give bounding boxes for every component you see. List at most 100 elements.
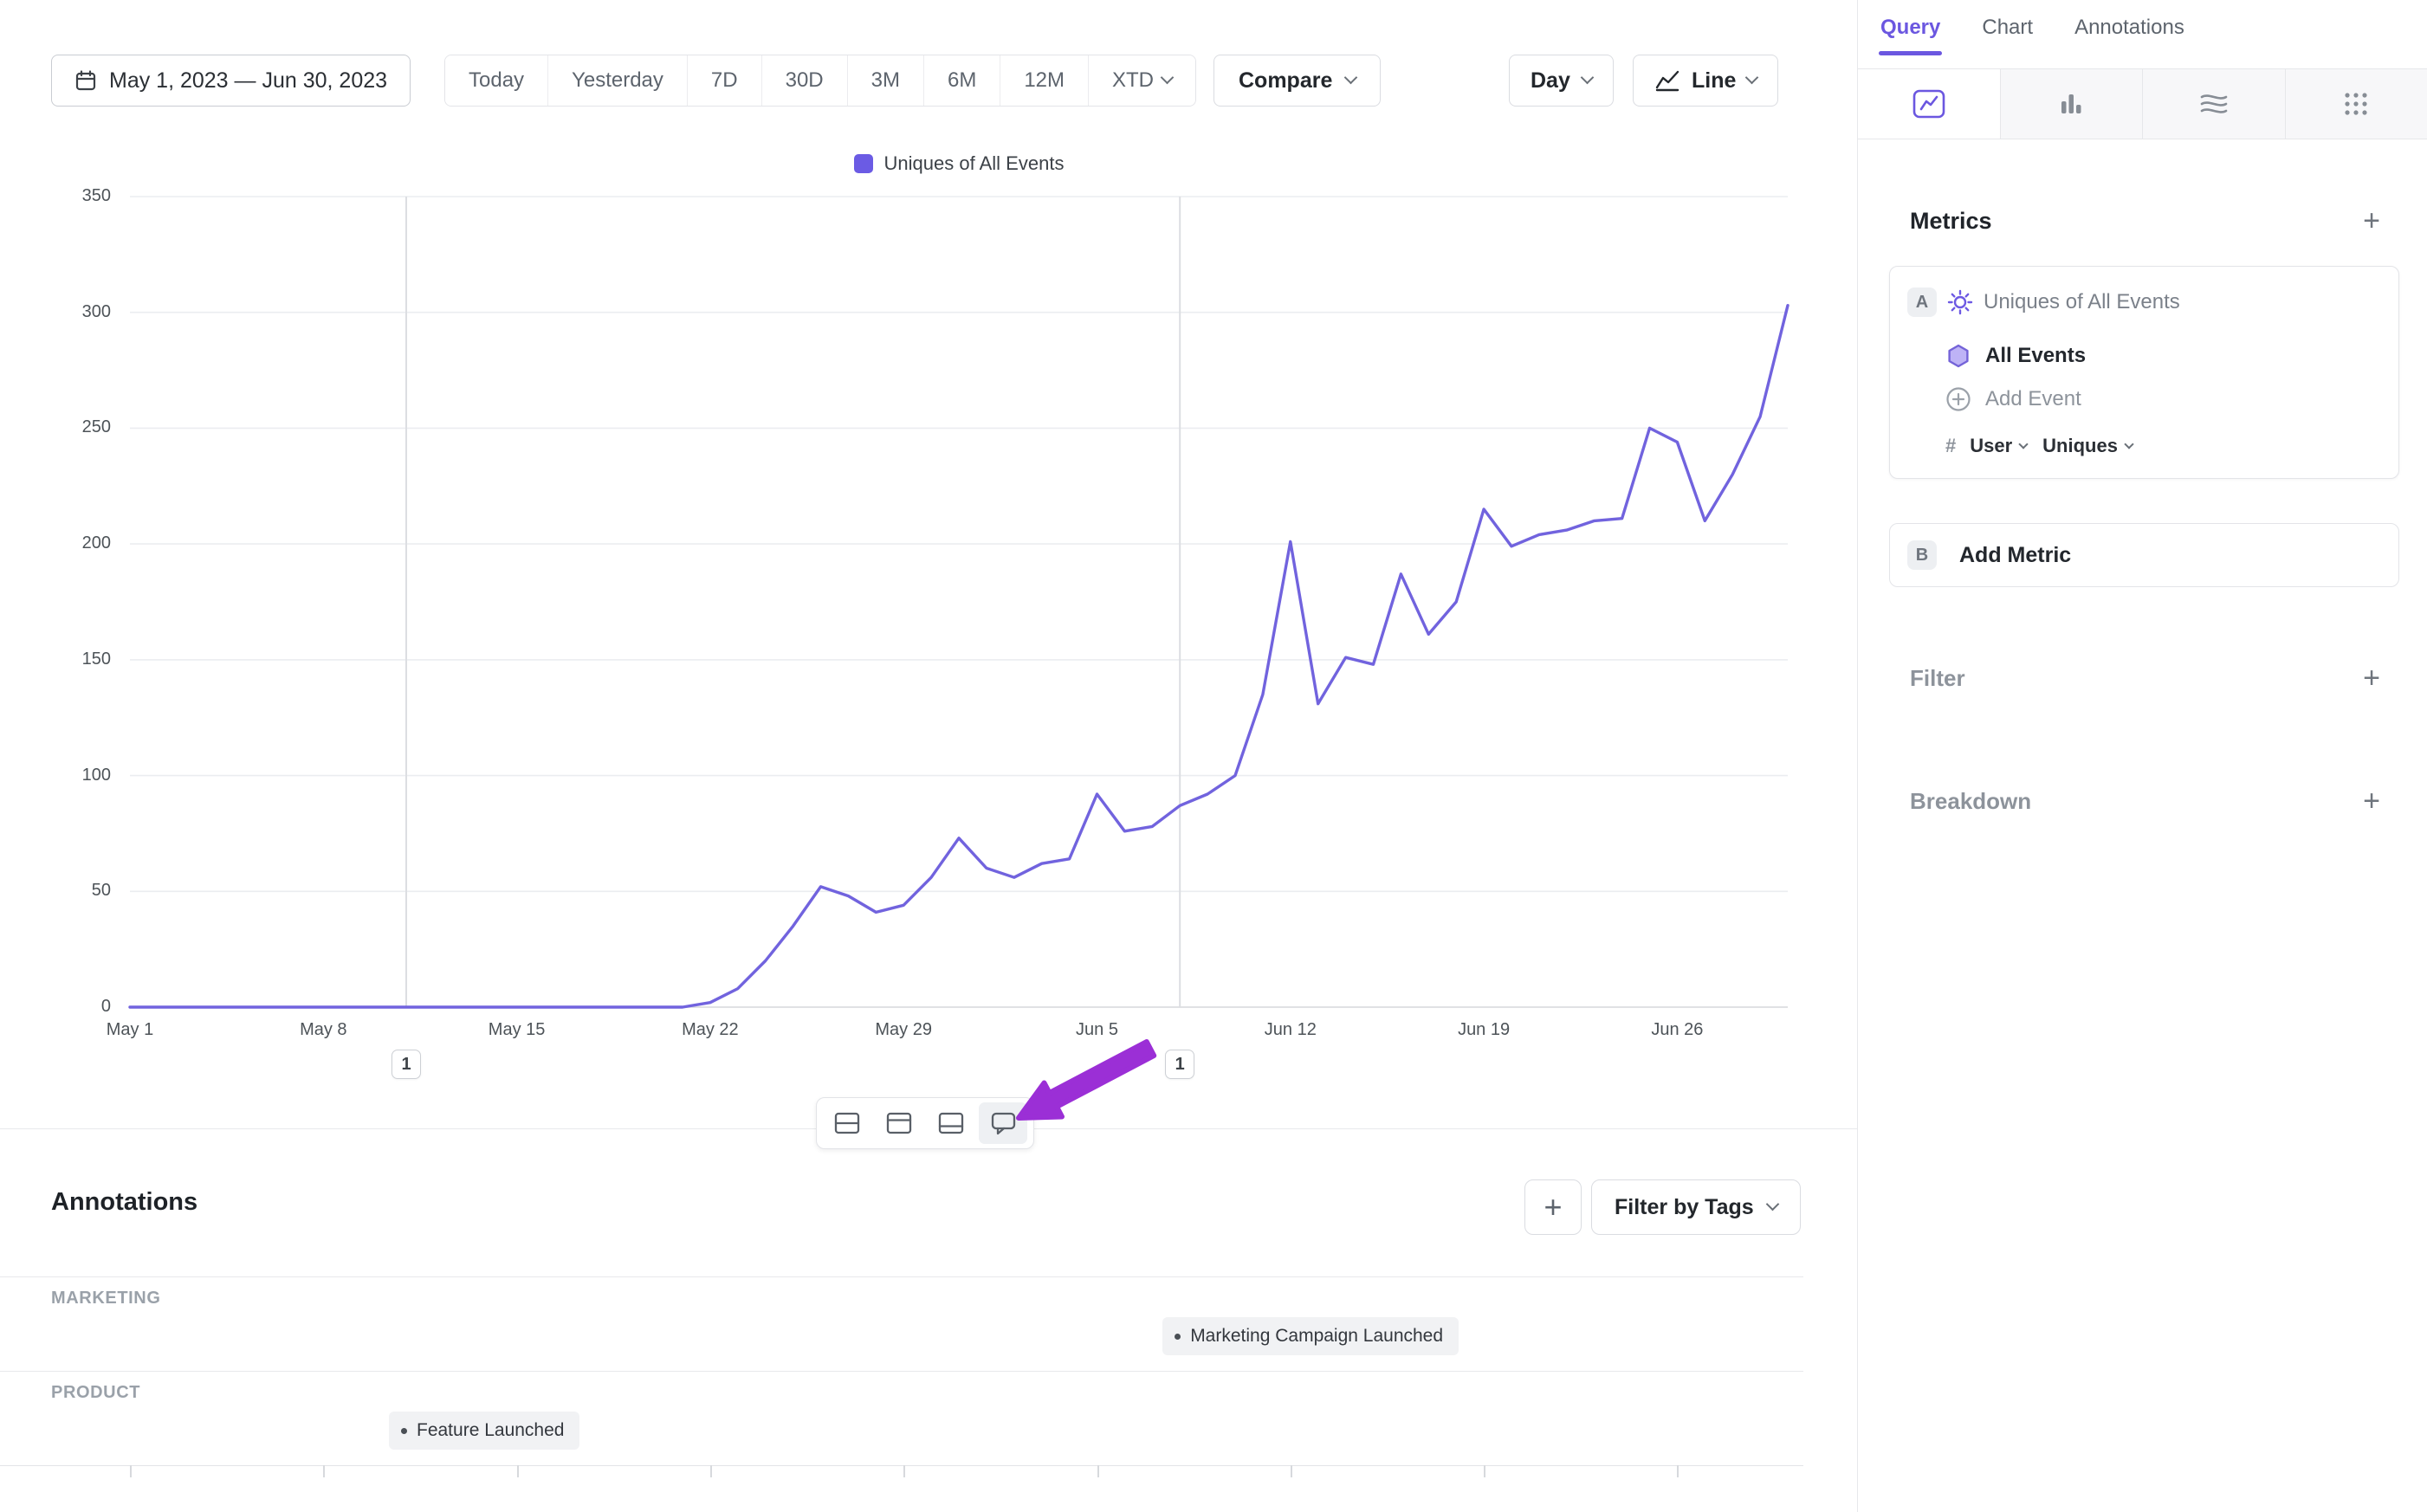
y-axis-label: 200 (81, 533, 111, 553)
x-axis-label: Jun 12 (1264, 1020, 1317, 1039)
axis-tick (1677, 1465, 1679, 1477)
filter-section: Filter + (1910, 663, 2380, 693)
gear-icon[interactable] (1947, 289, 1973, 315)
pointer-arrow (1016, 1039, 1157, 1121)
date-range-label: May 1, 2023 — Jun 30, 2023 (109, 68, 388, 93)
range-xtd[interactable]: XTD (1088, 55, 1195, 106)
x-axis-label: Jun 19 (1458, 1020, 1511, 1039)
compare-label: Compare (1239, 68, 1333, 93)
count-prefix: # (1945, 435, 1957, 456)
event-row[interactable]: All Events (1945, 343, 2381, 369)
x-axis-label: May 29 (875, 1020, 932, 1039)
chart-type-selector[interactable]: Line (1633, 55, 1779, 107)
sidebar-tab-chart[interactable]: Chart (1982, 16, 2034, 39)
compare-button[interactable]: Compare (1214, 55, 1382, 107)
annotation-chip[interactable]: Marketing Campaign Launched (1162, 1317, 1459, 1355)
add-event-label: Add Event (1985, 387, 2081, 410)
insights-chart-icon (1912, 89, 1945, 119)
comment-icon (991, 1112, 1016, 1135)
rows-layout-button[interactable] (823, 1102, 871, 1144)
x-axis-label: Jun 5 (1076, 1020, 1118, 1039)
metrics-header: Metrics + (1910, 206, 2380, 236)
granularity-selector[interactable]: Day (1509, 55, 1614, 107)
add-metric-plus-button[interactable]: + (2363, 204, 2380, 237)
axis-tick (323, 1465, 326, 1477)
y-axis-label: 300 (81, 301, 111, 321)
range-12m[interactable]: 12M (1000, 55, 1088, 106)
entity-selector[interactable]: User (1970, 435, 2029, 457)
line-chart[interactable] (128, 196, 1790, 1009)
add-event-row[interactable]: Add Event (1945, 386, 2381, 412)
range-today[interactable]: Today (445, 55, 548, 106)
range-6m[interactable]: 6M (922, 55, 1000, 106)
axis-tick (1484, 1465, 1486, 1477)
range-label: Yesterday (572, 68, 663, 92)
metric-card-a[interactable]: A Uniques of All Events All Events (1889, 266, 2399, 479)
annotations-heading: Annotations (51, 1188, 198, 1216)
axis-tick (1290, 1465, 1292, 1477)
filter-by-tags-button[interactable]: Filter by Tags (1591, 1179, 1801, 1235)
y-axis-label: 150 (81, 649, 111, 669)
breakdown-heading: Breakdown (1910, 787, 2032, 814)
calendar-icon (75, 70, 96, 91)
event-name: All Events (1985, 344, 2087, 367)
annotation-chip-label: Feature Launched (417, 1420, 565, 1440)
annotation-count-badge[interactable]: 1 (392, 1050, 421, 1079)
metric-a-title: Uniques of All Events (1984, 290, 2180, 313)
x-axis-label: May 22 (682, 1020, 739, 1039)
range-3m[interactable]: 3M (846, 55, 923, 106)
chevron-down-icon (1580, 70, 1595, 85)
range-label: 30D (785, 68, 824, 92)
chart-type-label: Line (1692, 68, 1737, 93)
footer-layout-button[interactable] (927, 1102, 975, 1144)
header-layout-icon (886, 1112, 912, 1134)
sidebar-tab-query[interactable]: Query (1878, 16, 1943, 68)
view-tab-insights[interactable] (1858, 69, 2001, 139)
chevron-down-icon (1765, 1197, 1779, 1212)
footer-layout-icon (938, 1112, 964, 1134)
chevron-down-icon (1344, 70, 1358, 85)
axis-tick (516, 1465, 519, 1477)
range-7d[interactable]: 7D (686, 55, 761, 106)
range-label: 3M (870, 68, 900, 92)
add-breakdown-button[interactable]: + (2363, 785, 2380, 817)
y-axis-label: 50 (91, 881, 111, 901)
add-metric-card[interactable]: B Add Metric (1889, 523, 2399, 587)
comments-button[interactable] (979, 1102, 1027, 1144)
granularity-label: Day (1531, 68, 1570, 93)
flows-icon (2200, 94, 2228, 113)
add-metric-label: Add Metric (1959, 542, 2072, 567)
hexagon-event-icon (1948, 344, 1969, 368)
range-label: 7D (710, 68, 738, 92)
entity-label: User (1970, 435, 2013, 456)
annotation-chip[interactable]: Feature Launched (389, 1412, 580, 1450)
annotation-group-label: MARKETING (51, 1289, 161, 1308)
add-annotation-button[interactable]: + (1524, 1179, 1582, 1235)
x-axis-label: Jun 26 (1651, 1020, 1704, 1039)
annotation-count-badge[interactable]: 1 (1165, 1050, 1195, 1079)
view-tab-flows[interactable] (2143, 69, 2286, 139)
chart-legend: Uniques of All Events (130, 152, 1788, 175)
rows-layout-icon (834, 1112, 860, 1134)
date-range-picker[interactable]: May 1, 2023 — Jun 30, 2023 (51, 55, 411, 107)
view-type-strip (1858, 68, 2427, 139)
annotation-dot-icon (1175, 1333, 1181, 1340)
annotation-dot-icon (401, 1427, 407, 1434)
chevron-down-icon (1160, 70, 1175, 85)
x-axis-label: May 15 (488, 1020, 546, 1039)
view-tab-grid[interactable] (2285, 69, 2427, 139)
range-label: 6M (947, 68, 977, 92)
sidebar-tab-annotations[interactable]: Annotations (2074, 16, 2184, 39)
view-tab-bar[interactable] (2000, 69, 2143, 139)
measure-selector[interactable]: Uniques (2042, 435, 2134, 457)
chevron-down-icon (2124, 439, 2134, 449)
axis-tick (1097, 1465, 1099, 1477)
range-label: XTD (1112, 68, 1154, 92)
range-yesterday[interactable]: Yesterday (547, 55, 687, 106)
y-axis-label: 100 (81, 765, 111, 785)
add-filter-button[interactable]: + (2363, 662, 2380, 695)
header-layout-button[interactable] (875, 1102, 923, 1144)
filter-heading: Filter (1910, 664, 1965, 691)
range-30d[interactable]: 30D (760, 55, 847, 106)
